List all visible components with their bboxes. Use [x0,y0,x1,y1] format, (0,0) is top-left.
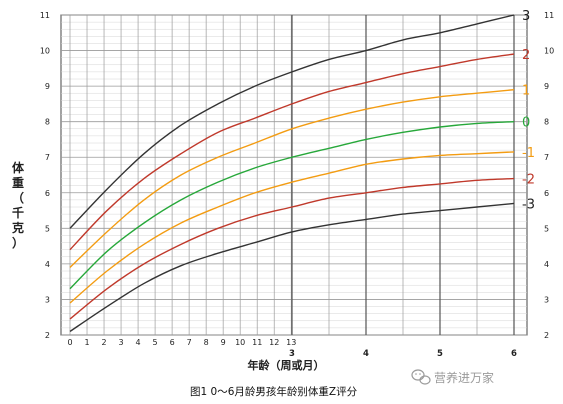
y-tick-label-right: 4 [544,260,549,269]
series-line-z-3 [69,202,515,333]
wechat-icon [411,369,431,385]
series-line-z2 [69,53,515,251]
y-tick-label-right: 6 [544,189,549,198]
y-tick-label-left: 3 [45,295,50,304]
x-axis-title: 年龄（周或月） [248,358,325,372]
y-tick-label-left: 7 [45,153,50,162]
y-axis-title-char: 体 [12,160,25,175]
y-tick-label-right: 9 [544,82,549,91]
x-tick-label-week: 11 [252,338,262,347]
y-tick-label-right: 7 [544,153,549,162]
x-tick-label-week: 7 [187,338,192,347]
x-tick-label-week: 0 [67,338,72,347]
series-line-z-1 [69,151,515,304]
x-tick-label-week: 12 [269,338,279,347]
y-tick-label-left: 5 [45,224,50,233]
y-tick-label-right: 10 [544,47,554,56]
y-axis-title-char: （ [12,190,24,205]
series-line-z-2 [69,177,515,320]
x-tick-label-week: 5 [153,338,158,347]
x-tick-label-week: 13 [286,338,296,347]
series-label-z2: 2 [522,48,530,63]
series-label-z-2: -2 [522,173,535,188]
y-tick-label-right: 8 [544,118,549,127]
series-line-z0 [69,120,515,290]
y-axis-title-char: 重 [12,175,24,190]
x-tick-label-week: 1 [84,338,89,347]
series-label-z1: 1 [522,84,530,99]
x-tick-label-week: 4 [136,338,141,347]
y-axis-title-char: 千 [12,205,24,220]
y-tick-label-left: 10 [40,47,50,56]
series-label-z-3: -3 [522,197,535,212]
x-tick-label-week: 2 [101,338,106,347]
series-layer [69,14,515,333]
x-tick-label-month: 6 [511,349,517,359]
y-tick-label-left: 8 [45,118,50,127]
y-axis-title-char: ） [12,235,24,250]
y-tick-label-left: 9 [45,82,50,91]
y-tick-label-left: 6 [45,189,50,198]
x-tick-label-week: 3 [119,338,124,347]
x-tick-label-week: 8 [204,338,209,347]
series-label-z0: 0 [522,116,530,131]
series-line-z1 [69,88,515,268]
x-tick-label-week: 9 [221,338,226,347]
y-tick-label-left: 2 [45,331,50,340]
x-tick-label-week: 10 [235,338,245,347]
y-tick-label-right: 5 [544,224,549,233]
watermark-text: 营养进万家 [434,370,494,385]
x-tick-label-week: 6 [170,338,175,347]
y-tick-label-right: 11 [544,11,554,20]
y-tick-label-left: 11 [40,11,50,20]
y-tick-label-left: 4 [45,260,50,269]
series-label-z3: 3 [522,9,530,24]
x-tick-label-month: 3 [289,349,295,359]
chart-caption: 图1 0～6月龄男孩年龄别体重Z评分 [190,385,358,398]
series-line-z3 [69,14,515,229]
x-tick-label-month: 4 [363,349,369,359]
y-tick-label-right: 2 [544,331,549,340]
y-axis-title-char: 克 [12,220,24,235]
y-axis-title: 体重（千克） [12,160,25,250]
label-layer: 3 2 1 0 -1 -2 -3 [522,9,535,212]
y-tick-label-right: 3 [544,295,549,304]
series-label-z-1: -1 [522,146,535,161]
x-tick-label-month: 5 [437,349,443,359]
